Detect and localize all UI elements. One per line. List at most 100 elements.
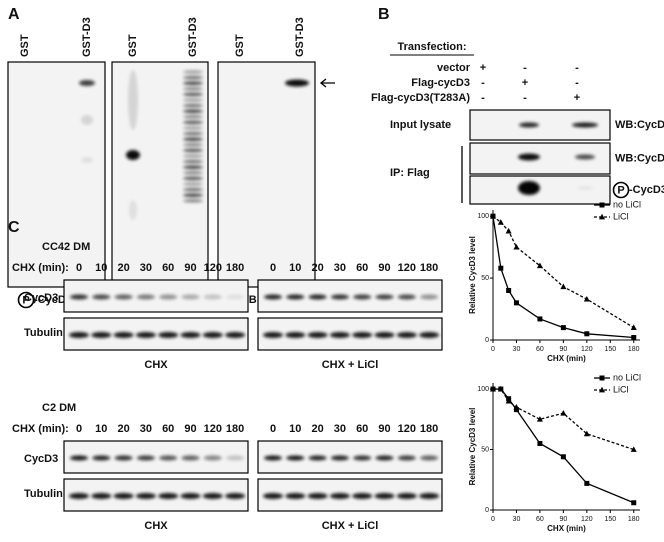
row-label: Flag-cycD3(T283A) bbox=[371, 92, 470, 104]
time-tick: 30 bbox=[140, 262, 152, 274]
time-tick: 20 bbox=[117, 423, 129, 435]
band bbox=[577, 186, 593, 190]
time-tick: 90 bbox=[378, 262, 390, 274]
time-tick: 120 bbox=[398, 262, 416, 274]
marker bbox=[513, 403, 520, 410]
band bbox=[286, 455, 305, 461]
band bbox=[183, 199, 203, 203]
band bbox=[183, 193, 203, 197]
band bbox=[203, 294, 222, 300]
legend-marker bbox=[599, 375, 605, 381]
band bbox=[126, 150, 140, 160]
time-tick: 0 bbox=[270, 262, 276, 274]
band bbox=[330, 455, 349, 461]
lane-label: GST bbox=[234, 34, 246, 57]
band bbox=[183, 143, 203, 147]
time-label: CHX (min): bbox=[12, 423, 69, 435]
blot-caption: CHX + LiCl bbox=[322, 359, 379, 371]
y-axis-label: Relative CycD3 level bbox=[468, 236, 477, 314]
x-tick-label: 90 bbox=[559, 516, 567, 523]
x-tick-label: 30 bbox=[513, 346, 521, 353]
time-tick: 60 bbox=[162, 262, 174, 274]
band bbox=[518, 181, 540, 195]
time-tick: 180 bbox=[420, 262, 438, 274]
band bbox=[307, 493, 328, 499]
blot-caption: CHX bbox=[144, 520, 168, 532]
band bbox=[113, 493, 134, 499]
band bbox=[181, 294, 200, 300]
blot-caption: CHX bbox=[144, 359, 168, 371]
lane-label: GST bbox=[127, 34, 139, 57]
time-tick: 120 bbox=[204, 423, 222, 435]
sign: - bbox=[523, 62, 527, 74]
time-tick: 30 bbox=[334, 262, 346, 274]
y-tick-label: 100 bbox=[477, 386, 489, 393]
band bbox=[181, 455, 200, 461]
legend-label: LiCl bbox=[613, 384, 629, 394]
band bbox=[374, 493, 395, 499]
x-tick-label: 120 bbox=[581, 516, 593, 523]
band bbox=[183, 131, 203, 136]
band bbox=[183, 92, 203, 97]
band bbox=[397, 294, 416, 300]
marker bbox=[505, 397, 512, 404]
left-label: Input lysate bbox=[390, 119, 451, 131]
band bbox=[135, 493, 156, 499]
band bbox=[308, 294, 327, 300]
y-tick-label: 0 bbox=[485, 507, 489, 514]
band bbox=[375, 455, 394, 461]
sign: - bbox=[523, 92, 527, 104]
sign: - bbox=[575, 77, 579, 89]
band bbox=[183, 75, 203, 80]
band bbox=[264, 294, 282, 300]
band bbox=[202, 493, 223, 499]
panel-label: C bbox=[8, 219, 20, 236]
marker bbox=[537, 440, 543, 446]
panel-label: A bbox=[8, 6, 20, 23]
band bbox=[263, 493, 283, 499]
band bbox=[397, 455, 416, 461]
time-tick: 90 bbox=[184, 262, 196, 274]
marker bbox=[498, 265, 504, 271]
blot bbox=[7, 61, 106, 288]
band bbox=[225, 493, 246, 499]
band bbox=[183, 98, 203, 102]
phospho-symbol: P bbox=[22, 294, 29, 306]
band bbox=[128, 70, 138, 130]
x-tick-label: 60 bbox=[536, 516, 544, 523]
band bbox=[353, 294, 372, 300]
x-tick-label: 30 bbox=[513, 516, 521, 523]
band bbox=[129, 200, 137, 220]
marker bbox=[536, 262, 543, 269]
marker bbox=[560, 283, 567, 290]
band bbox=[352, 332, 373, 338]
marker bbox=[513, 407, 519, 413]
legend-marker bbox=[599, 386, 605, 393]
band bbox=[114, 294, 133, 300]
band bbox=[329, 493, 350, 499]
time-tick: 120 bbox=[204, 262, 222, 274]
band bbox=[183, 171, 203, 175]
band bbox=[285, 332, 306, 338]
row-label: CycD3 bbox=[24, 292, 58, 304]
time-tick: 60 bbox=[162, 423, 174, 435]
lane-label: GST-D3 bbox=[187, 17, 199, 57]
blot bbox=[217, 61, 316, 288]
band bbox=[183, 87, 203, 91]
band bbox=[183, 81, 203, 85]
x-tick-label: 90 bbox=[559, 346, 567, 353]
band bbox=[330, 294, 349, 300]
band bbox=[183, 154, 203, 158]
sign: + bbox=[574, 92, 580, 104]
time-tick: 10 bbox=[95, 423, 107, 435]
band bbox=[225, 332, 246, 338]
time-tick: 30 bbox=[140, 423, 152, 435]
row-label: CycD3 bbox=[24, 453, 58, 465]
row-label: Tubulin bbox=[24, 488, 63, 500]
marker bbox=[560, 454, 566, 460]
time-tick: 10 bbox=[289, 262, 301, 274]
x-tick-label: 180 bbox=[628, 346, 640, 353]
band bbox=[307, 332, 328, 338]
band bbox=[159, 455, 178, 461]
